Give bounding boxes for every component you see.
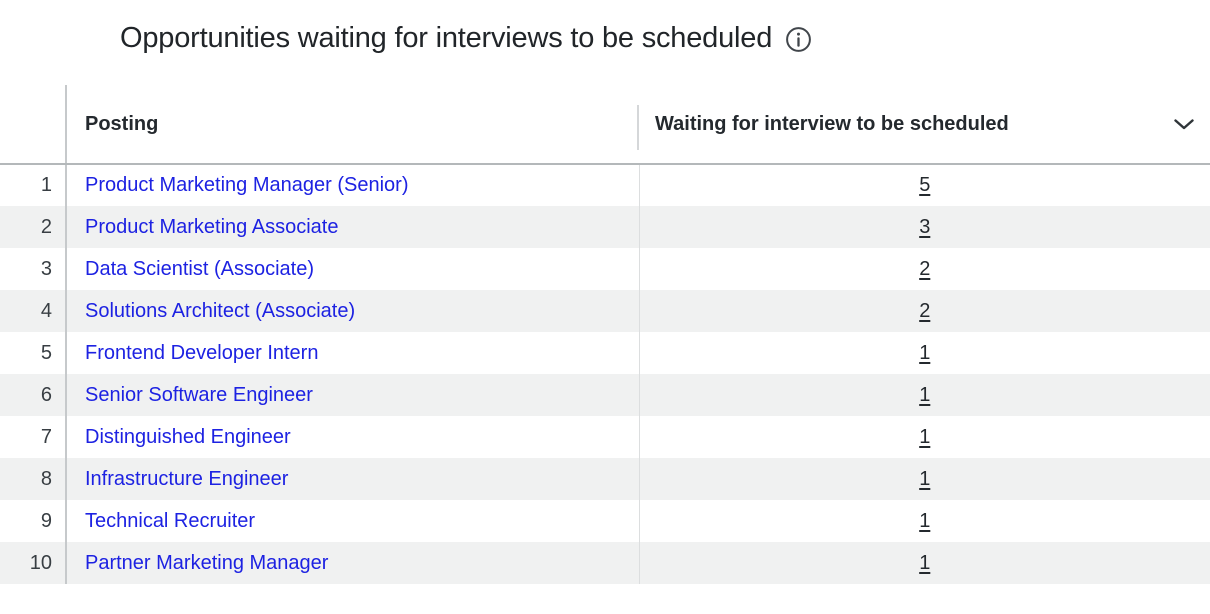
waiting-column-label: Waiting for interview to be scheduled (655, 112, 1009, 135)
rank-column-header (0, 85, 67, 165)
row-rank: 10 (0, 542, 67, 584)
row-rank: 8 (0, 458, 67, 500)
table-row: 1 Product Marketing Manager (Senior) 5 (0, 164, 1210, 206)
count-link[interactable]: 2 (919, 299, 931, 322)
posting-link[interactable]: Product Marketing Manager (Senior) (85, 174, 409, 196)
row-rank: 9 (0, 500, 67, 542)
row-rank: 5 (0, 332, 67, 374)
row-rank: 4 (0, 290, 67, 332)
opportunities-table: Posting Waiting for interview to be sche… (0, 85, 1210, 584)
row-rank: 7 (0, 416, 67, 458)
posting-column-header: Posting (66, 85, 639, 165)
posting-link[interactable]: Frontend Developer Intern (85, 341, 319, 364)
table-row: 5 Frontend Developer Intern 1 (0, 332, 1210, 374)
page-title: Opportunities waiting for interviews to … (120, 22, 773, 54)
table-row: 10 Partner Marketing Manager 1 (0, 542, 1210, 584)
count-link[interactable]: 2 (919, 257, 931, 280)
table-row: 2 Product Marketing Associate 3 (0, 206, 1210, 248)
count-link[interactable]: 3 (919, 215, 931, 238)
count-link[interactable]: 5 (919, 174, 931, 196)
posting-link[interactable]: Data Scientist (Associate) (85, 257, 314, 280)
posting-link[interactable]: Product Marketing Associate (85, 215, 339, 238)
table-header: Posting Waiting for interview to be sche… (0, 85, 1210, 165)
count-link[interactable]: 1 (919, 509, 931, 532)
count-link[interactable]: 1 (919, 383, 931, 406)
count-link[interactable]: 1 (919, 551, 931, 574)
posting-link[interactable]: Distinguished Engineer (85, 425, 291, 448)
chevron-down-icon[interactable] (1173, 118, 1195, 131)
posting-link[interactable]: Infrastructure Engineer (85, 467, 289, 490)
posting-link[interactable]: Technical Recruiter (85, 509, 256, 532)
waiting-column-header: Waiting for interview to be scheduled (639, 85, 1210, 165)
report-title-row: Opportunities waiting for interviews to … (120, 22, 812, 55)
table-row: 9 Technical Recruiter 1 (0, 500, 1210, 542)
row-rank: 2 (0, 206, 67, 248)
posting-link[interactable]: Partner Marketing Manager (85, 551, 329, 574)
count-link[interactable]: 1 (919, 425, 931, 448)
count-link[interactable]: 1 (919, 341, 931, 364)
table-row: 8 Infrastructure Engineer 1 (0, 458, 1210, 500)
table-row: 3 Data Scientist (Associate) 2 (0, 248, 1210, 290)
row-rank: 1 (0, 164, 67, 206)
table-row: 4 Solutions Architect (Associate) 2 (0, 290, 1210, 332)
table-header-row: Posting Waiting for interview to be sche… (0, 85, 1210, 165)
count-link[interactable]: 1 (919, 467, 931, 490)
posting-link[interactable]: Solutions Architect (Associate) (85, 299, 356, 322)
info-icon[interactable] (785, 26, 812, 53)
row-rank: 6 (0, 374, 67, 416)
table-body: 1 Product Marketing Manager (Senior) 5 2… (0, 164, 1210, 584)
table-row: 7 Distinguished Engineer 1 (0, 416, 1210, 458)
table-row: 6 Senior Software Engineer 1 (0, 374, 1210, 416)
posting-link[interactable]: Senior Software Engineer (85, 383, 313, 406)
row-rank: 3 (0, 248, 67, 290)
